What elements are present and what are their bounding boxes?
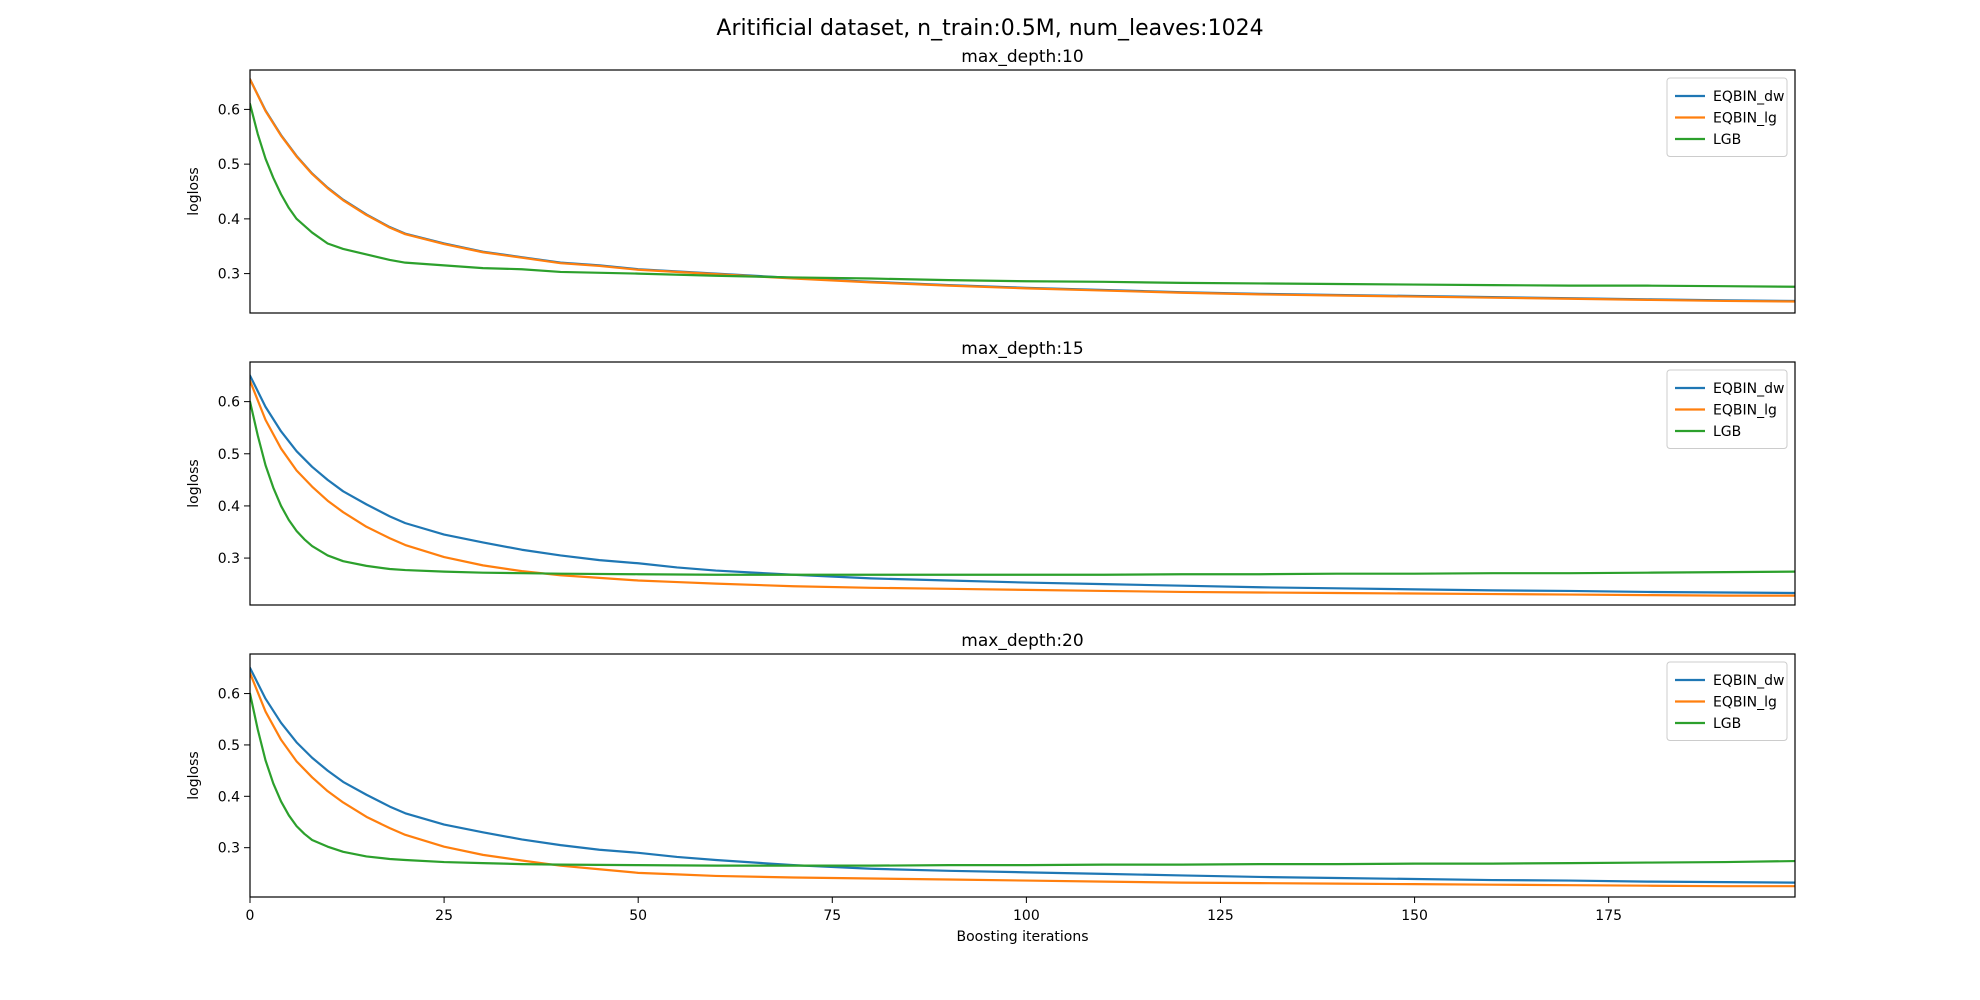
legend: EQBIN_dw EQBIN_lg LGB [1666, 369, 1788, 449]
x-tick-label: 125 [1207, 908, 1234, 924]
panel-title: max_depth:15 [961, 339, 1083, 359]
y-tick-label: 0.5 [218, 447, 240, 463]
chart-panel-2: max_depth:150.30.40.50.6loglossEQBIN_dwE… [186, 339, 1796, 606]
legend-label: EQBIN_dw [1713, 89, 1784, 105]
y-axis-label: logloss [186, 751, 202, 799]
y-tick-label: 0.4 [218, 789, 240, 805]
series-line-EQBIN_lg [250, 379, 1795, 597]
figure-title: Aritificial dataset, n_train:0.5M, num_l… [716, 16, 1263, 41]
series-group [250, 78, 1795, 303]
y-tick-label: 0.6 [218, 102, 240, 118]
y-tick-label: 0.5 [218, 738, 240, 754]
legend-box [1666, 369, 1788, 449]
legend-box [1666, 77, 1788, 157]
series-line-LGB [250, 102, 1795, 288]
y-tick-label: 0.4 [218, 499, 240, 515]
series-group [250, 666, 1795, 888]
y-tick-label: 0.5 [218, 157, 240, 173]
legend: EQBIN_dw EQBIN_lg LGB [1666, 77, 1788, 157]
legend-label: LGB [1713, 716, 1741, 732]
x-tick-label: 0 [246, 908, 255, 924]
y-tick-label: 0.3 [218, 841, 240, 857]
y-tick-label: 0.4 [218, 212, 240, 228]
y-axis-label: logloss [186, 167, 202, 215]
y-tick-label: 0.3 [218, 551, 240, 567]
y-axis-label: logloss [186, 459, 202, 507]
panel-title: max_depth:20 [961, 631, 1083, 651]
series-line-EQBIN_lg [250, 671, 1795, 888]
y-tick-label: 0.6 [218, 687, 240, 703]
plot-frame [249, 69, 1796, 314]
legend: EQBIN_dw EQBIN_lg LGB [1666, 661, 1788, 741]
y-tick-label: 0.6 [218, 395, 240, 411]
legend-label: LGB [1713, 424, 1741, 440]
series-group [250, 374, 1795, 597]
series-line-LGB [250, 400, 1795, 576]
x-tick-label: 150 [1401, 908, 1428, 924]
legend-label: EQBIN_lg [1713, 111, 1777, 127]
x-tick-label: 175 [1595, 908, 1622, 924]
chart-panel-3: max_depth:20 0.3 0.4 0.5 0.6 0 25 50 75 100 125 150… [186, 631, 1796, 945]
legend-label: LGB [1713, 132, 1741, 148]
legend-label: EQBIN_lg [1713, 403, 1777, 419]
series-line-EQBIN_lg [250, 78, 1795, 303]
legend-label: EQBIN_lg [1713, 695, 1777, 711]
legend-box [1666, 661, 1788, 741]
y-tick-label: 0.3 [218, 267, 240, 283]
panel-title: max_depth:10 [961, 47, 1083, 67]
series-line-EQBIN_dw [250, 666, 1795, 884]
legend-label: EQBIN_dw [1713, 381, 1784, 397]
legend-label: EQBIN_dw [1713, 673, 1784, 689]
x-tick-label: 100 [1013, 908, 1040, 924]
x-axis-label: Boosting iterations [956, 929, 1088, 945]
x-tick-label: 75 [823, 908, 841, 924]
x-tick-label: 25 [435, 908, 453, 924]
chart-panel-1: max_depth:100.30.40.50.6loglossEQBIN_dwE… [186, 47, 1796, 314]
x-tick-label: 50 [629, 908, 647, 924]
plot-frame [249, 361, 1796, 606]
plot-frame [249, 653, 1796, 898]
series-line-LGB [250, 692, 1795, 867]
series-line-EQBIN_dw [250, 374, 1795, 595]
